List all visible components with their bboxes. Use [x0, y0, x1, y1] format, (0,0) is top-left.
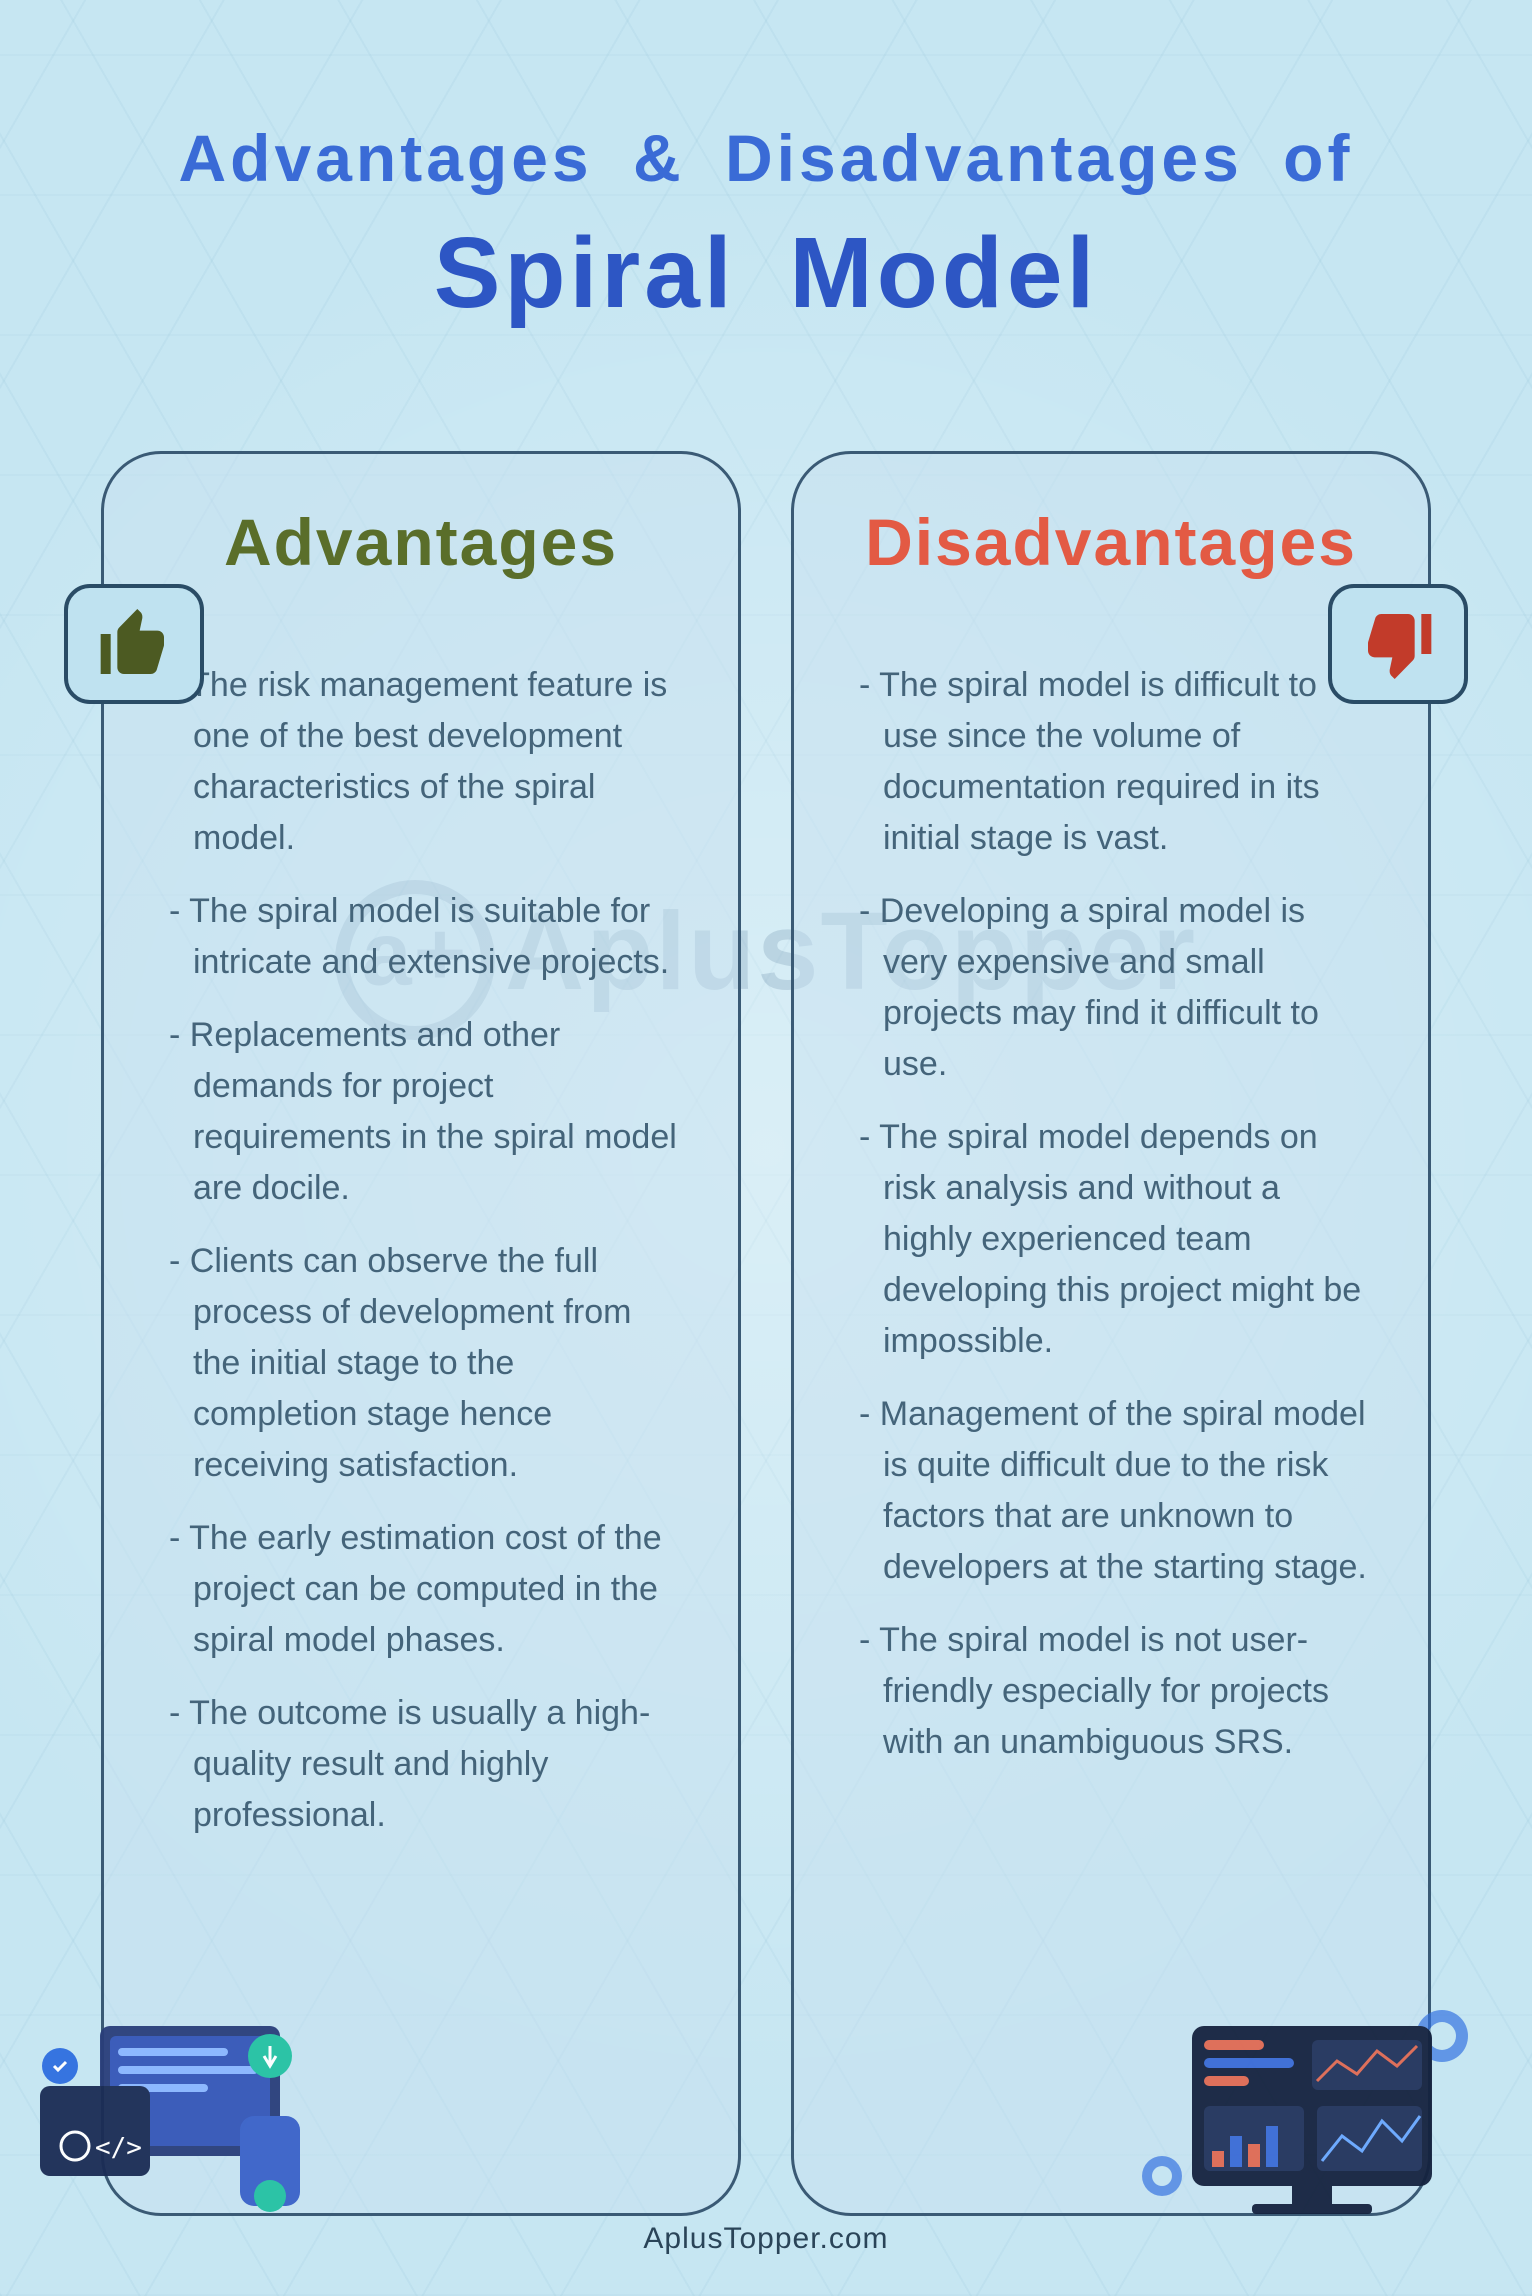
- list-item: The spiral model is not user-friendly es…: [849, 1615, 1373, 1768]
- disadvantages-card: Disadvantages The spiral model is diffic…: [791, 451, 1431, 2216]
- thumbs-up-icon: [94, 604, 174, 684]
- title-line-1: Advantages & Disadvantages of: [90, 120, 1442, 196]
- list-item: The spiral model is difficult to use sin…: [849, 660, 1373, 864]
- page: Advantages & Disadvantages of Spiral Mod…: [0, 0, 1532, 2296]
- list-item: The spiral model depends on risk analysi…: [849, 1112, 1373, 1367]
- columns: Advantages The risk management feature i…: [90, 451, 1442, 2216]
- list-item: The risk management feature is one of th…: [159, 660, 683, 864]
- disadvantages-list: The spiral model is difficult to use sin…: [849, 660, 1373, 1768]
- advantages-list: The risk management feature is one of th…: [159, 660, 683, 1841]
- advantages-heading: Advantages: [159, 504, 683, 580]
- list-item: Clients can observe the full process of …: [159, 1236, 683, 1491]
- dashboard-monitor-icon: [1142, 1996, 1472, 2226]
- title-line-2: Spiral Model: [90, 216, 1442, 331]
- page-title-block: Advantages & Disadvantages of Spiral Mod…: [90, 120, 1442, 331]
- svg-text:</>: </>: [95, 2133, 142, 2163]
- dev-monitors-icon: </>: [40, 1996, 370, 2226]
- thumbs-down-badge: [1328, 584, 1468, 704]
- thumbs-down-icon: [1358, 604, 1438, 684]
- list-item: Management of the spiral model is quite …: [849, 1389, 1373, 1593]
- disadvantages-heading: Disadvantages: [849, 504, 1373, 580]
- list-item: The outcome is usually a high-quality re…: [159, 1688, 683, 1841]
- list-item: The spiral model is suitable for intrica…: [159, 886, 683, 988]
- list-item: Replacements and other demands for proje…: [159, 1010, 683, 1214]
- thumbs-up-badge: [64, 584, 204, 704]
- advantages-card: Advantages The risk management feature i…: [101, 451, 741, 2216]
- list-item: Developing a spiral model is very expens…: [849, 886, 1373, 1090]
- list-item: The early estimation cost of the project…: [159, 1513, 683, 1666]
- footer-credit: AplusTopper.com: [0, 2222, 1532, 2256]
